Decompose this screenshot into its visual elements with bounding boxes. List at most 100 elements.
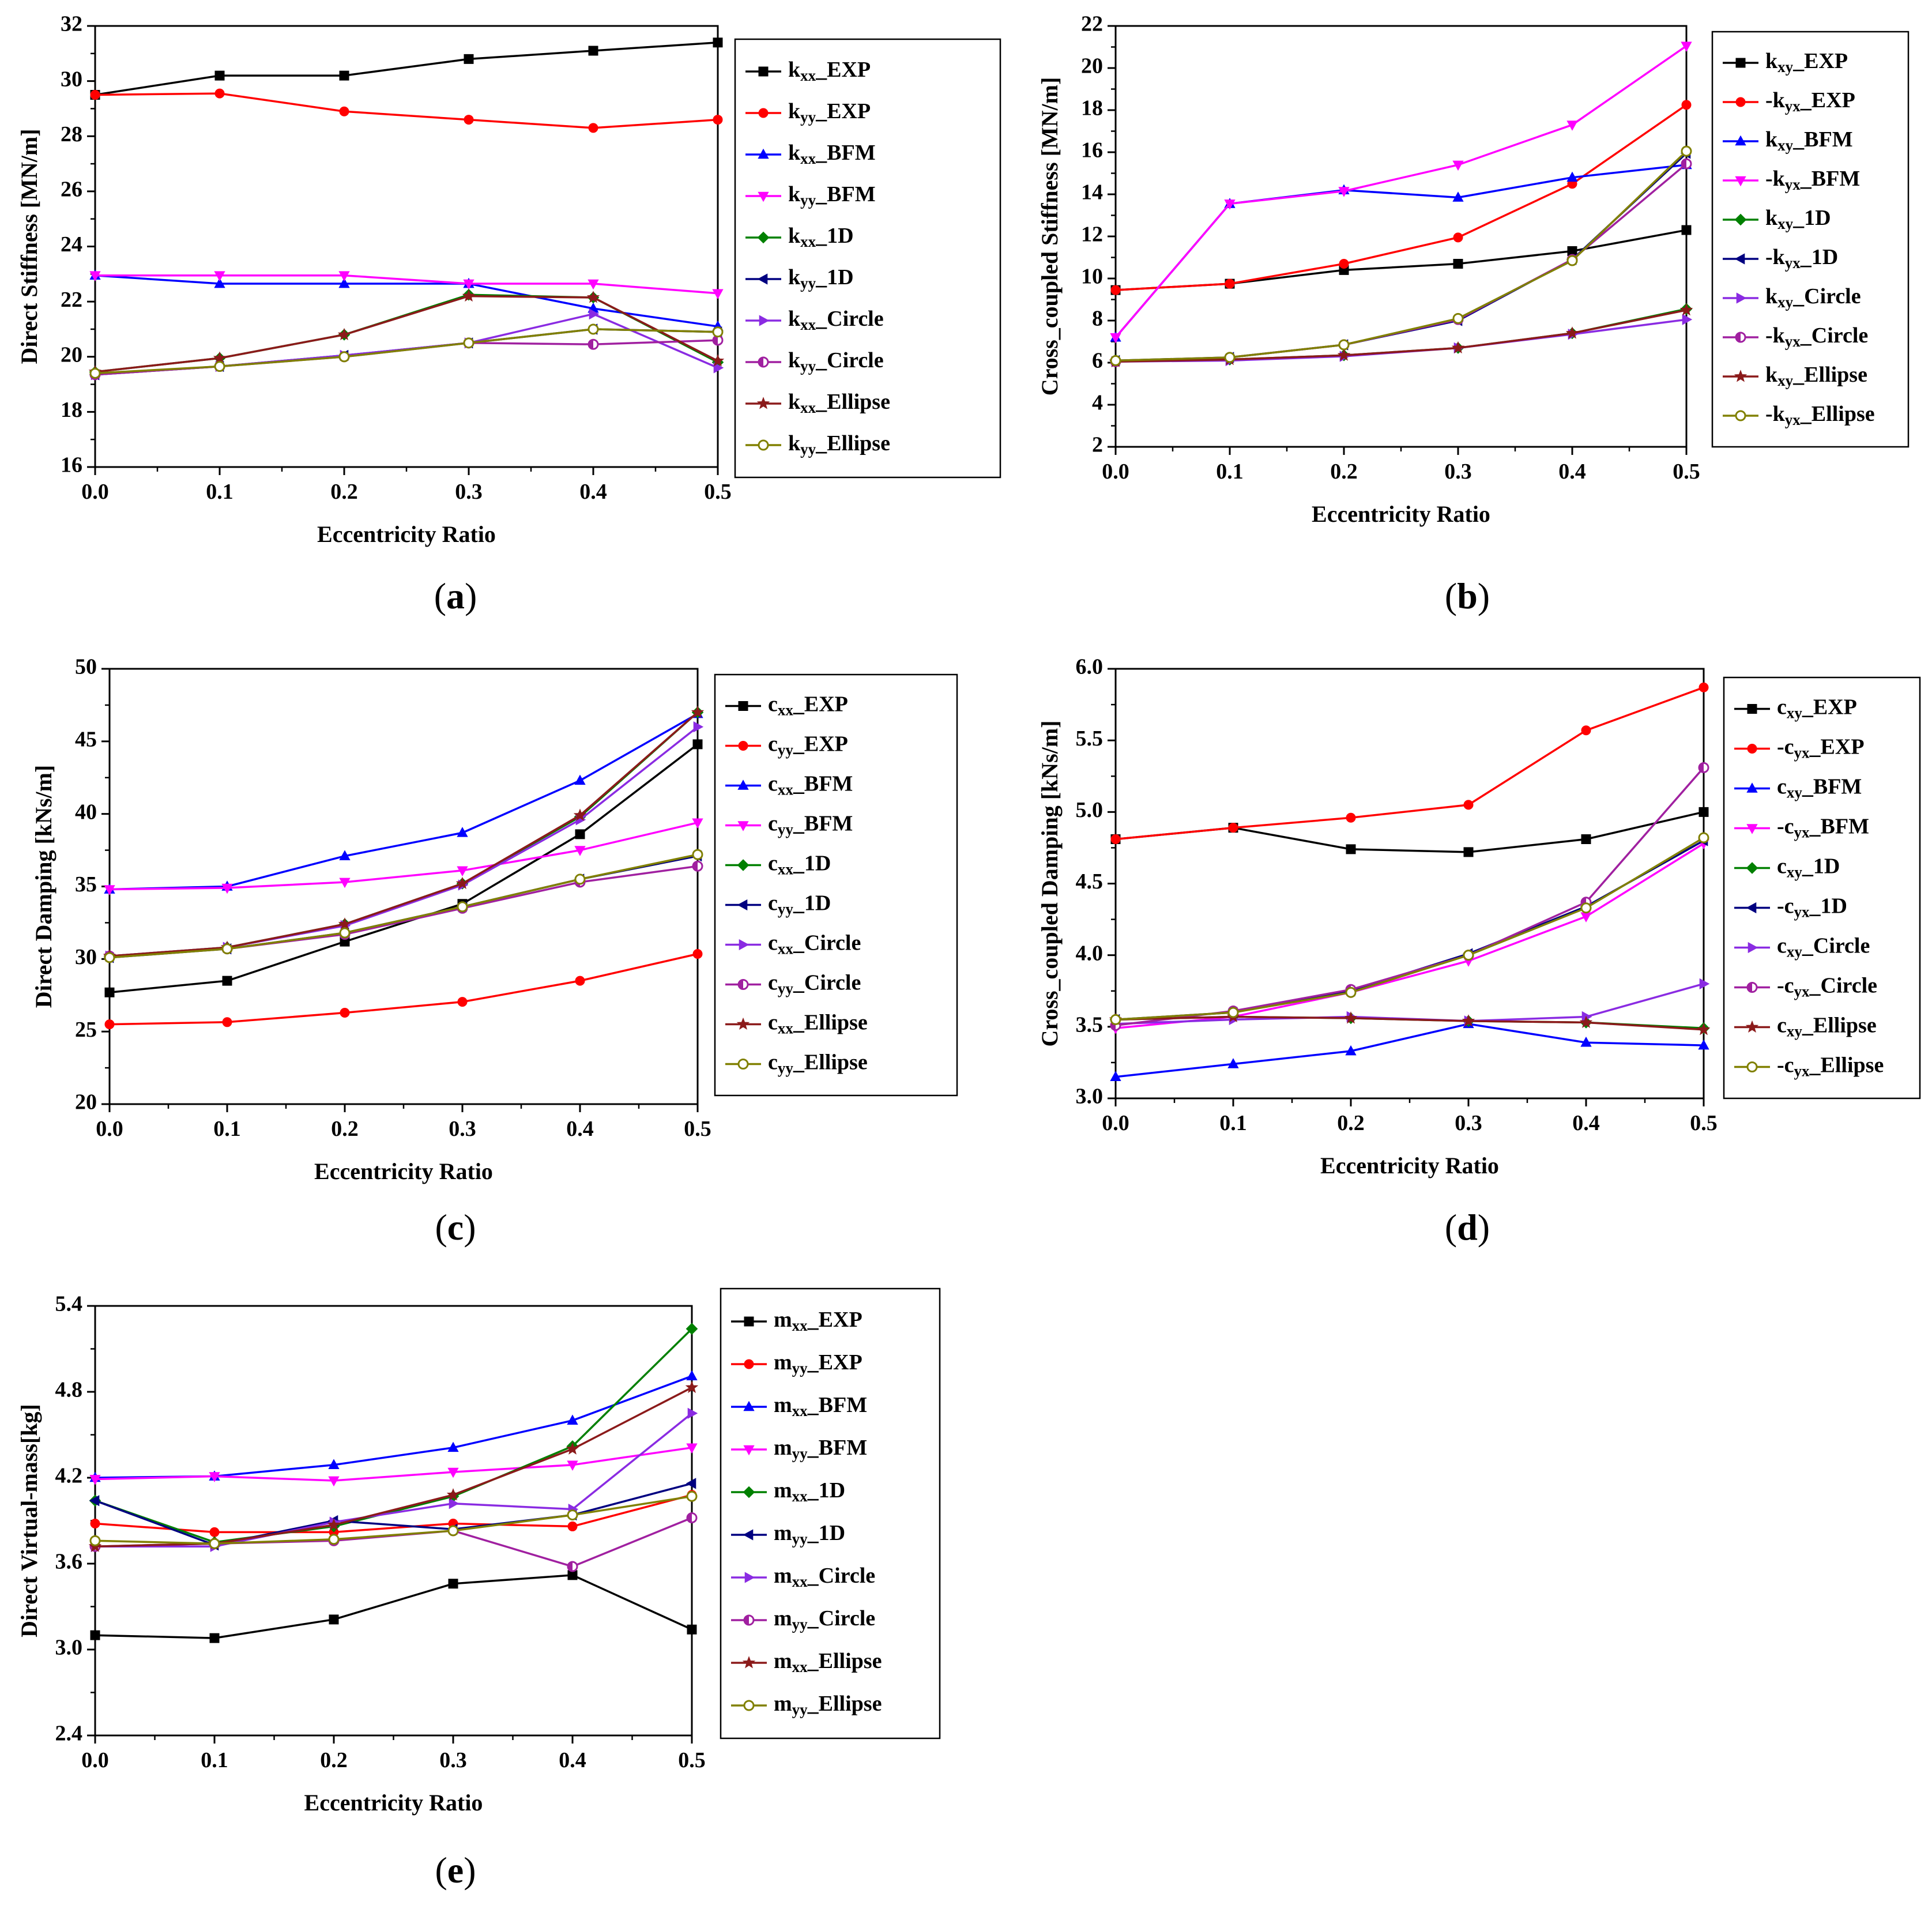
marker-star bbox=[446, 1488, 460, 1501]
legend-subscript: xy bbox=[1787, 864, 1803, 881]
marker-half-circle bbox=[587, 338, 599, 350]
marker-triangle-up bbox=[1698, 1039, 1709, 1050]
marker-open-circle bbox=[1698, 832, 1709, 844]
legend-suffix-text: _BFM bbox=[793, 771, 853, 796]
legend-subscript: xy bbox=[1777, 58, 1794, 76]
marker-half-circle bbox=[758, 356, 769, 368]
legend-entry--kyx_Ellipse: -kyx_Ellipse bbox=[1765, 402, 1875, 428]
legend-subscript: yx bbox=[1794, 983, 1810, 1000]
legend-main-text: -k bbox=[1765, 245, 1786, 269]
y-axis-title: Cross_coupled Stiffness [MN/m] bbox=[1037, 77, 1063, 396]
panel-label-close: ) bbox=[464, 1207, 476, 1248]
panel-label-open: ( bbox=[1445, 1207, 1457, 1248]
legend-subscript: xx bbox=[792, 1317, 808, 1334]
legend-subscript: xx bbox=[800, 67, 816, 84]
panel-label-letter: e bbox=[447, 1850, 464, 1891]
series-line bbox=[1114, 45, 1687, 338]
marker-star bbox=[1734, 370, 1748, 382]
legend-main-text: k bbox=[788, 224, 801, 248]
series-line bbox=[1115, 837, 1704, 1021]
legend-suffix-text: _Circle bbox=[807, 1606, 875, 1631]
legend-suffix-text: _Ellipse bbox=[793, 1010, 868, 1034]
series-line bbox=[95, 1375, 692, 1479]
legend-subscript: yy bbox=[778, 741, 794, 759]
marker-triangle-right bbox=[1748, 942, 1758, 954]
legend-suffix-text: _Ellipse bbox=[1800, 402, 1875, 426]
series-line bbox=[95, 1412, 693, 1547]
marker-circle bbox=[1735, 97, 1746, 107]
y-tick-label: 2 bbox=[1092, 433, 1103, 457]
marker-square bbox=[575, 829, 585, 839]
legend-subscript: yx bbox=[1785, 176, 1801, 193]
series-kxy_1D bbox=[1109, 303, 1693, 367]
y-tick-label: 18 bbox=[1081, 96, 1103, 121]
marker-star bbox=[337, 327, 351, 341]
series--cyx_BFM bbox=[1110, 839, 1709, 1034]
legend-suffix-text: _BFM bbox=[1792, 127, 1852, 152]
series-kxx_EXP bbox=[90, 37, 723, 100]
marker-triangle-up bbox=[758, 148, 769, 159]
legend-subscript: yy bbox=[792, 1445, 808, 1462]
series-mxx_EXP bbox=[90, 1570, 697, 1643]
legend-entry-kyy_1D: kyy_1D bbox=[788, 265, 854, 292]
marker-circle bbox=[1463, 800, 1474, 810]
marker-star bbox=[462, 289, 476, 302]
marker-half-circle-fill bbox=[687, 1513, 692, 1523]
series-cxy_BFM bbox=[1110, 1018, 1709, 1082]
y-tick-label: 22 bbox=[1081, 12, 1103, 36]
marker-open-circle bbox=[339, 927, 351, 939]
legend-entry-cxx_EXP: cxx_EXP bbox=[768, 692, 848, 718]
x-axis-title: Eccentricity Ratio bbox=[1312, 501, 1490, 527]
x-tick-label: 0.1 bbox=[201, 1748, 228, 1772]
series-line bbox=[1115, 150, 1688, 362]
x-tick-label: 0.5 bbox=[684, 1117, 711, 1141]
legend-entry-cxy_1D: cxy_1D bbox=[1777, 854, 1840, 880]
series-line bbox=[95, 92, 718, 129]
x-tick-label: 0.0 bbox=[81, 480, 109, 504]
legend-main-text: m bbox=[774, 1564, 792, 1588]
legend-entry--cyx_1D: -cyx_1D bbox=[1777, 894, 1847, 920]
legend-suffix-text: _EXP bbox=[793, 732, 848, 756]
marker-triangle-right bbox=[687, 1407, 698, 1419]
y-tick-label: 18 bbox=[61, 398, 82, 422]
marker-triangle-right bbox=[589, 308, 600, 320]
legend-entry-kxx_Ellipse: kxx_Ellipse bbox=[788, 390, 890, 416]
legend-entry-cyy_1D: cyy_1D bbox=[768, 891, 831, 917]
y-tick-label: 50 bbox=[75, 655, 97, 679]
legend-subscript: xy bbox=[1787, 705, 1803, 722]
marker-triangle-right bbox=[713, 362, 724, 374]
legend-entry--cyx_Circle: -cyx_Circle bbox=[1777, 973, 1877, 1000]
legend-entry-kxx_Circle: kxx_Circle bbox=[788, 307, 884, 333]
legend-entry--kyx_BFM: -kyx_BFM bbox=[1765, 167, 1860, 193]
y-tick-label: 20 bbox=[1081, 54, 1103, 78]
y-tick-label: 4.5 bbox=[1076, 869, 1104, 894]
legend-main-text: k bbox=[788, 431, 801, 455]
legend-entry-kyy_Ellipse: kyy_Ellipse bbox=[788, 431, 890, 458]
legend-subscript: xx bbox=[800, 399, 816, 416]
marker-triangle-down bbox=[328, 1476, 340, 1487]
legend-suffix-text: _Circle bbox=[1809, 973, 1877, 997]
legend-suffix-text: _Circle bbox=[815, 307, 883, 331]
marker-half-circle-fill bbox=[1736, 333, 1741, 342]
marker-circle bbox=[692, 949, 703, 959]
y-tick-label: 25 bbox=[75, 1018, 97, 1042]
marker-open-circle bbox=[104, 952, 115, 963]
panel-label: (e) bbox=[435, 1850, 476, 1891]
panel-label-close: ) bbox=[1478, 1207, 1490, 1248]
legend-main-text: m bbox=[774, 1521, 792, 1545]
legend-suffix-text: _BFM bbox=[807, 1393, 867, 1417]
y-tick-label: 26 bbox=[61, 178, 82, 202]
series-cxy_EXP bbox=[1110, 807, 1709, 857]
marker-open-circle bbox=[758, 439, 769, 451]
marker-open-circle bbox=[338, 351, 350, 363]
marker-circle bbox=[575, 976, 585, 986]
legend-suffix-text: _Ellipse bbox=[815, 431, 890, 455]
marker-square bbox=[1463, 847, 1474, 857]
x-tick-label: 0.1 bbox=[213, 1117, 241, 1141]
legend-main-text: c bbox=[768, 811, 778, 835]
marker-triangle-down bbox=[1566, 121, 1578, 131]
marker-circle bbox=[1453, 232, 1463, 243]
legend-entry-kxx_1D: kxx_1D bbox=[788, 224, 854, 250]
x-tick-label: 0.4 bbox=[1572, 1111, 1600, 1135]
marker-circle bbox=[1346, 812, 1356, 823]
